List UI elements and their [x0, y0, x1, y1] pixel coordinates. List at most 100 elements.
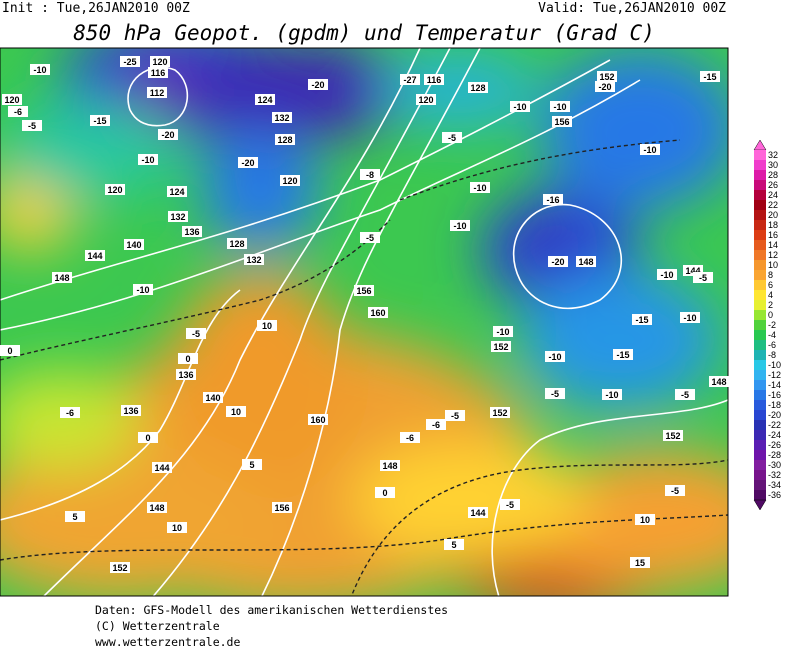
colorbar-label: 32	[768, 150, 778, 160]
label-box	[242, 459, 262, 470]
contour-label: -5	[451, 411, 459, 421]
contour-label: -15	[635, 315, 648, 325]
label-box	[8, 106, 28, 117]
colorbar-label: -12	[768, 370, 781, 380]
label-box	[120, 56, 140, 67]
label-box	[657, 269, 677, 280]
label-box	[90, 115, 110, 126]
contour-label: 140	[126, 240, 141, 250]
label-box	[110, 562, 130, 573]
label-box	[635, 514, 655, 525]
contour-label: -10	[33, 65, 46, 75]
label-box	[238, 157, 258, 168]
label-box	[275, 134, 295, 145]
contour-label: 0	[185, 354, 190, 364]
colorbar-swatch	[754, 310, 766, 321]
colorbar-swatch	[754, 160, 766, 171]
label-box	[491, 341, 511, 352]
colorbar-swatch	[754, 440, 766, 451]
map-title: 850 hPa Geopot. (gpdm) und Temperatur (G…	[73, 21, 655, 45]
contour-label: 148	[54, 273, 69, 283]
colorbar-label: 26	[768, 180, 778, 190]
colorbar-swatch	[754, 410, 766, 421]
colorbar-swatch	[754, 320, 766, 331]
contour-label: 128	[470, 83, 485, 93]
contour-label: -20	[598, 82, 611, 92]
colorbar-label: -4	[768, 330, 776, 340]
colorbar-swatch	[754, 380, 766, 391]
label-box	[602, 389, 622, 400]
label-box	[182, 226, 202, 237]
contour-label: -20	[241, 158, 254, 168]
colorbar-label: -20	[768, 410, 781, 420]
label-box	[576, 256, 596, 267]
colorbar-swatch	[754, 260, 766, 271]
colorbar-swatch	[754, 300, 766, 311]
contour-label: -10	[660, 270, 673, 280]
init-time: Init : Tue,26JAN2010 00Z	[2, 1, 190, 16]
contour-label: -10	[643, 145, 656, 155]
label-box	[442, 132, 462, 143]
colorbar-label: -22	[768, 420, 781, 430]
label-box	[630, 557, 650, 568]
label-box	[360, 232, 380, 243]
label-box	[675, 389, 695, 400]
contour-label: -6	[66, 408, 74, 418]
contour-label: 144	[685, 266, 700, 276]
label-box	[178, 353, 198, 364]
label-box	[30, 64, 50, 75]
label-box	[147, 502, 167, 513]
contour-label: 140	[205, 393, 220, 403]
colorbar-label: 10	[768, 260, 778, 270]
label-box	[380, 460, 400, 471]
contour-label: 132	[246, 255, 261, 265]
colorbar-swatch	[754, 470, 766, 481]
temperature-contours	[0, 139, 728, 596]
label-box	[226, 406, 246, 417]
label-box	[167, 186, 187, 197]
colorbar-swatch	[754, 480, 766, 491]
colorbar-label: 6	[768, 280, 773, 290]
contour-label: -27	[403, 75, 416, 85]
contour-label: 116	[427, 75, 442, 85]
contour-label: 10	[262, 321, 272, 331]
valid-time: Valid: Tue,26JAN2010 00Z	[538, 1, 726, 16]
label-box	[665, 485, 685, 496]
colorbar-swatch	[754, 390, 766, 401]
contour-label: -10	[453, 221, 466, 231]
colorbar-swatch	[754, 230, 766, 241]
contour-label: 10	[231, 407, 241, 417]
label-box	[543, 194, 563, 205]
contour-label: 156	[274, 503, 289, 513]
label-box	[147, 87, 167, 98]
label-box	[186, 328, 206, 339]
contour-label: 160	[310, 415, 325, 425]
contour-label: -10	[496, 327, 509, 337]
colorbar-label: -28	[768, 450, 781, 460]
colorbar-swatch	[754, 210, 766, 221]
contour-label: 5	[72, 512, 77, 522]
label-box	[308, 414, 328, 425]
contour-label: -16	[546, 195, 559, 205]
contour-label: 156	[554, 117, 569, 127]
colorbar-swatch	[754, 330, 766, 341]
contour-label: -20	[311, 80, 324, 90]
label-box	[493, 326, 513, 337]
label-box	[272, 502, 292, 513]
colorbar-label: -26	[768, 440, 781, 450]
colorbar-label: -18	[768, 400, 781, 410]
contour-label: 144	[87, 251, 102, 261]
colorbar-label: -10	[768, 360, 781, 370]
colorbar-swatch	[754, 490, 766, 501]
label-box	[468, 507, 488, 518]
label-box	[693, 272, 713, 283]
contour-label: 152	[665, 431, 680, 441]
label-box	[244, 254, 264, 265]
colorbar-swatch	[754, 420, 766, 431]
contour-label: -10	[136, 285, 149, 295]
contour-label: 148	[711, 377, 726, 387]
contour-label: -20	[161, 130, 174, 140]
colorbar-swatch	[754, 450, 766, 461]
label-box	[416, 94, 436, 105]
